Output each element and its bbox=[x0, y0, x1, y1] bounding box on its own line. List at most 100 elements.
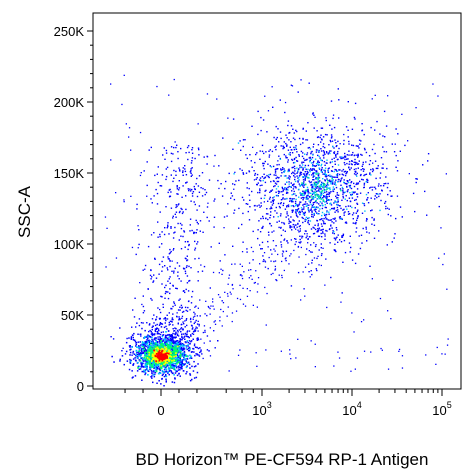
event-dot bbox=[197, 339, 200, 341]
event-dot bbox=[155, 328, 157, 330]
event-dot bbox=[297, 222, 299, 225]
event-dot bbox=[186, 181, 188, 183]
event-dot bbox=[242, 303, 245, 305]
event-dot bbox=[193, 344, 196, 347]
event-dot bbox=[213, 216, 216, 218]
event-dot bbox=[313, 114, 315, 116]
event-dot bbox=[323, 213, 326, 215]
event-dot bbox=[195, 305, 197, 307]
event-dot bbox=[183, 268, 186, 270]
event-dot bbox=[308, 180, 310, 182]
event-dot bbox=[376, 193, 378, 195]
event-dot bbox=[274, 185, 276, 187]
event-dot bbox=[307, 189, 309, 191]
event-dot bbox=[304, 177, 306, 179]
event-dot bbox=[318, 249, 320, 251]
event-dot bbox=[327, 184, 330, 186]
event-dot bbox=[174, 343, 176, 346]
event-dot bbox=[178, 345, 180, 348]
event-dot bbox=[185, 361, 188, 363]
event-dot bbox=[253, 282, 255, 284]
event-dot bbox=[168, 253, 171, 255]
event-dot bbox=[300, 184, 302, 186]
event-dot bbox=[327, 170, 329, 172]
event-dot bbox=[183, 356, 186, 358]
event-dot bbox=[264, 190, 266, 192]
event-dot bbox=[331, 158, 333, 161]
event-dot bbox=[262, 162, 264, 165]
event-dot bbox=[422, 164, 424, 166]
event-dot bbox=[312, 168, 314, 170]
event-dot bbox=[317, 255, 319, 257]
event-dot bbox=[227, 283, 229, 285]
event-dot bbox=[169, 369, 171, 372]
event-dot bbox=[239, 298, 242, 301]
event-dot bbox=[270, 273, 272, 276]
event-dot bbox=[180, 344, 182, 346]
event-dot bbox=[151, 371, 153, 373]
event-dot bbox=[319, 201, 322, 203]
event-dot bbox=[176, 345, 179, 348]
event-dot bbox=[144, 371, 146, 373]
event-dot bbox=[330, 191, 332, 193]
event-dot bbox=[229, 291, 231, 293]
event-dot bbox=[144, 358, 147, 360]
event-dot bbox=[292, 171, 294, 173]
event-dot bbox=[167, 371, 169, 373]
event-dot bbox=[176, 340, 178, 342]
event-dot bbox=[135, 253, 137, 256]
event-dot bbox=[172, 337, 174, 339]
event-dot bbox=[310, 251, 312, 253]
event-dot bbox=[356, 162, 358, 164]
event-dot bbox=[157, 354, 159, 357]
event-dot bbox=[248, 262, 251, 264]
event-dot bbox=[336, 158, 339, 161]
event-dot bbox=[303, 161, 305, 163]
event-dot bbox=[167, 345, 170, 347]
event-dot bbox=[191, 152, 194, 154]
event-dot bbox=[292, 209, 294, 211]
event-dot bbox=[320, 223, 323, 225]
event-dot bbox=[195, 376, 198, 379]
event-dot bbox=[391, 195, 393, 197]
event-dot bbox=[387, 182, 389, 185]
event-dot bbox=[329, 192, 331, 194]
event-dot bbox=[314, 172, 316, 174]
event-dot bbox=[294, 167, 296, 170]
event-dot bbox=[277, 253, 279, 256]
event-dot bbox=[315, 268, 317, 270]
event-dot bbox=[157, 166, 159, 168]
event-dot bbox=[382, 135, 384, 137]
event-dot bbox=[340, 157, 342, 160]
event-dot bbox=[221, 325, 223, 327]
event-dot bbox=[123, 363, 125, 366]
event-dot bbox=[223, 216, 226, 218]
event-dot bbox=[299, 164, 301, 167]
event-dot bbox=[189, 354, 191, 357]
event-dot bbox=[219, 296, 221, 298]
event-dot bbox=[191, 328, 193, 330]
event-dot bbox=[367, 192, 369, 194]
event-dot bbox=[197, 330, 199, 332]
event-dot bbox=[232, 245, 234, 247]
event-dot bbox=[164, 367, 166, 370]
y-tick-label: 50K bbox=[61, 308, 84, 323]
event-dot bbox=[168, 233, 170, 235]
event-dot bbox=[171, 334, 173, 336]
event-dot bbox=[151, 361, 154, 364]
event-dot bbox=[156, 173, 158, 175]
event-dot bbox=[170, 226, 172, 228]
event-dot bbox=[286, 144, 288, 146]
event-dot bbox=[307, 217, 309, 220]
event-dot bbox=[351, 193, 353, 195]
event-dot bbox=[227, 295, 229, 297]
event-dot bbox=[183, 356, 185, 359]
event-dot bbox=[313, 191, 315, 194]
event-dot bbox=[152, 374, 155, 376]
event-dot bbox=[382, 163, 384, 165]
event-dot bbox=[137, 346, 140, 349]
event-dot bbox=[307, 164, 310, 167]
event-dot bbox=[322, 185, 325, 187]
event-dot bbox=[167, 354, 169, 356]
event-dot bbox=[196, 337, 199, 339]
